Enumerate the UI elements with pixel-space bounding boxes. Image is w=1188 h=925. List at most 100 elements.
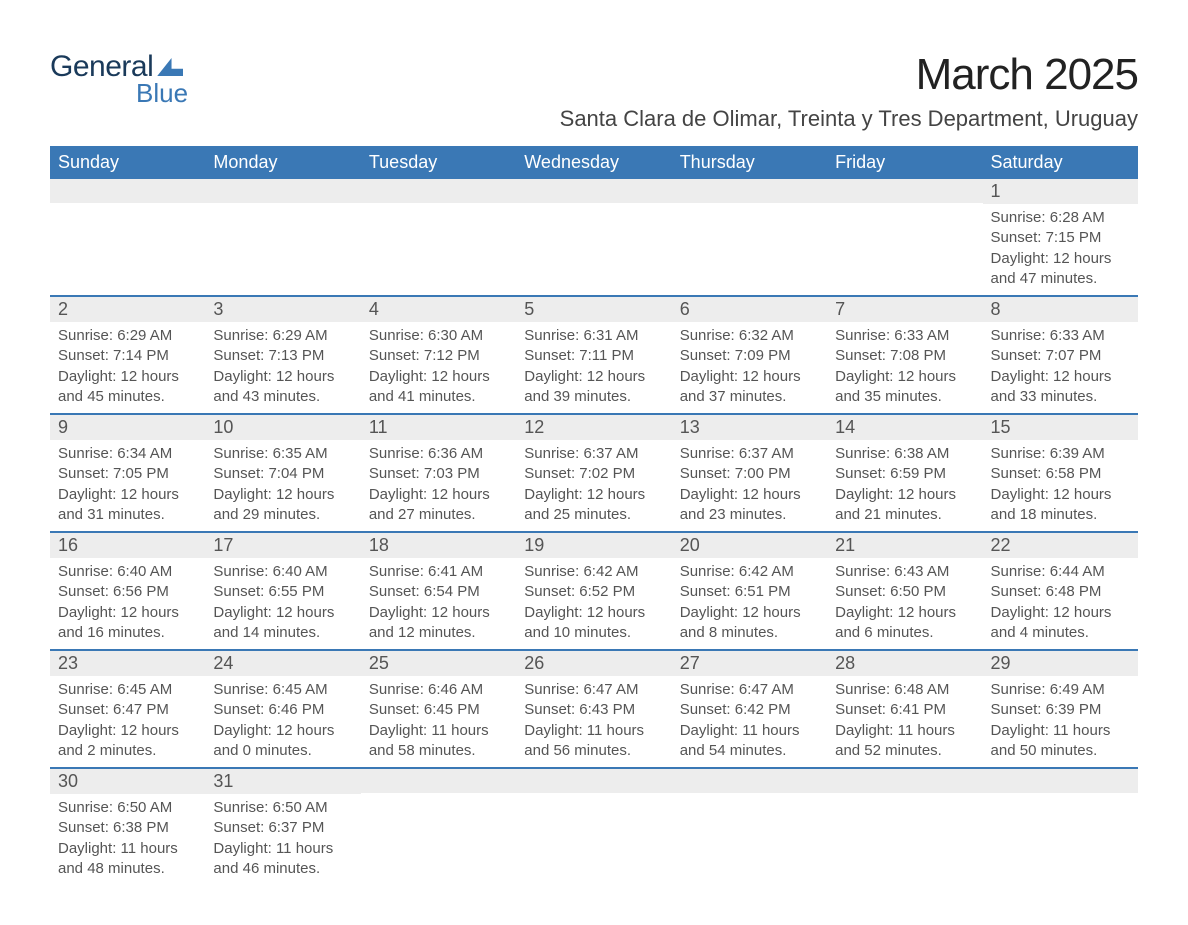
day-body: Sunrise: 6:40 AMSunset: 6:55 PMDaylight:…	[205, 558, 360, 649]
sunset-line: Sunset: 6:46 PM	[213, 700, 352, 720]
sunset-line: Sunset: 6:54 PM	[369, 582, 508, 602]
title-block: March 2025 Santa Clara de Olimar, Treint…	[560, 50, 1138, 132]
sunrise-line: Sunrise: 6:50 AM	[58, 798, 197, 818]
calendar-day-cell: 19Sunrise: 6:42 AMSunset: 6:52 PMDayligh…	[516, 532, 671, 650]
day-body	[361, 203, 516, 213]
day-number: 29	[983, 651, 1138, 676]
daylight-line: Daylight: 12 hours and 23 minutes.	[680, 485, 819, 526]
day-body: Sunrise: 6:42 AMSunset: 6:52 PMDaylight:…	[516, 558, 671, 649]
sunrise-line: Sunrise: 6:44 AM	[991, 562, 1130, 582]
daylight-line: Daylight: 12 hours and 6 minutes.	[835, 603, 974, 644]
calendar-day-cell: 31Sunrise: 6:50 AMSunset: 6:37 PMDayligh…	[205, 768, 360, 885]
sunrise-line: Sunrise: 6:46 AM	[369, 680, 508, 700]
sunset-line: Sunset: 6:43 PM	[524, 700, 663, 720]
logo-mark-icon	[157, 58, 183, 76]
day-number: 25	[361, 651, 516, 676]
sunrise-line: Sunrise: 6:38 AM	[835, 444, 974, 464]
calendar-day-cell: 16Sunrise: 6:40 AMSunset: 6:56 PMDayligh…	[50, 532, 205, 650]
day-body: Sunrise: 6:28 AMSunset: 7:15 PMDaylight:…	[983, 204, 1138, 295]
sunset-line: Sunset: 6:58 PM	[991, 464, 1130, 484]
day-body: Sunrise: 6:50 AMSunset: 6:37 PMDaylight:…	[205, 794, 360, 885]
calendar-day-cell	[983, 768, 1138, 885]
calendar-day-cell	[361, 768, 516, 885]
day-body: Sunrise: 6:40 AMSunset: 6:56 PMDaylight:…	[50, 558, 205, 649]
daylight-line: Daylight: 11 hours and 56 minutes.	[524, 721, 663, 762]
daylight-line: Daylight: 12 hours and 27 minutes.	[369, 485, 508, 526]
daylight-line: Daylight: 11 hours and 52 minutes.	[835, 721, 974, 762]
location-subtitle: Santa Clara de Olimar, Treinta y Tres De…	[560, 106, 1138, 132]
day-body	[361, 793, 516, 803]
day-body: Sunrise: 6:37 AMSunset: 7:02 PMDaylight:…	[516, 440, 671, 531]
day-number	[361, 769, 516, 793]
day-body	[50, 203, 205, 213]
calendar-day-cell: 13Sunrise: 6:37 AMSunset: 7:00 PMDayligh…	[672, 414, 827, 532]
calendar-day-cell: 11Sunrise: 6:36 AMSunset: 7:03 PMDayligh…	[361, 414, 516, 532]
day-number: 19	[516, 533, 671, 558]
sunset-line: Sunset: 6:37 PM	[213, 818, 352, 838]
day-body	[672, 203, 827, 213]
day-number: 2	[50, 297, 205, 322]
calendar-day-cell	[827, 768, 982, 885]
day-body: Sunrise: 6:29 AMSunset: 7:14 PMDaylight:…	[50, 322, 205, 413]
calendar-day-cell: 2Sunrise: 6:29 AMSunset: 7:14 PMDaylight…	[50, 296, 205, 414]
calendar-week-row: 9Sunrise: 6:34 AMSunset: 7:05 PMDaylight…	[50, 414, 1138, 532]
sunrise-line: Sunrise: 6:29 AM	[213, 326, 352, 346]
sunrise-line: Sunrise: 6:33 AM	[835, 326, 974, 346]
day-body	[205, 203, 360, 213]
daylight-line: Daylight: 12 hours and 29 minutes.	[213, 485, 352, 526]
day-number	[983, 769, 1138, 793]
day-body: Sunrise: 6:32 AMSunset: 7:09 PMDaylight:…	[672, 322, 827, 413]
daylight-line: Daylight: 12 hours and 45 minutes.	[58, 367, 197, 408]
page-header: General Blue March 2025 Santa Clara de O…	[50, 50, 1138, 132]
day-number: 24	[205, 651, 360, 676]
daylight-line: Daylight: 12 hours and 16 minutes.	[58, 603, 197, 644]
sunset-line: Sunset: 6:50 PM	[835, 582, 974, 602]
sunrise-line: Sunrise: 6:41 AM	[369, 562, 508, 582]
calendar-day-cell: 4Sunrise: 6:30 AMSunset: 7:12 PMDaylight…	[361, 296, 516, 414]
day-body: Sunrise: 6:41 AMSunset: 6:54 PMDaylight:…	[361, 558, 516, 649]
day-body: Sunrise: 6:34 AMSunset: 7:05 PMDaylight:…	[50, 440, 205, 531]
day-body	[827, 793, 982, 803]
day-number: 15	[983, 415, 1138, 440]
daylight-line: Daylight: 11 hours and 48 minutes.	[58, 839, 197, 880]
day-number: 3	[205, 297, 360, 322]
day-body: Sunrise: 6:36 AMSunset: 7:03 PMDaylight:…	[361, 440, 516, 531]
sunset-line: Sunset: 7:00 PM	[680, 464, 819, 484]
day-body: Sunrise: 6:44 AMSunset: 6:48 PMDaylight:…	[983, 558, 1138, 649]
sunrise-line: Sunrise: 6:29 AM	[58, 326, 197, 346]
daylight-line: Daylight: 12 hours and 33 minutes.	[991, 367, 1130, 408]
calendar-day-cell: 20Sunrise: 6:42 AMSunset: 6:51 PMDayligh…	[672, 532, 827, 650]
sunset-line: Sunset: 6:39 PM	[991, 700, 1130, 720]
day-number	[672, 769, 827, 793]
day-body: Sunrise: 6:49 AMSunset: 6:39 PMDaylight:…	[983, 676, 1138, 767]
calendar-day-cell: 26Sunrise: 6:47 AMSunset: 6:43 PMDayligh…	[516, 650, 671, 768]
day-body: Sunrise: 6:31 AMSunset: 7:11 PMDaylight:…	[516, 322, 671, 413]
sunrise-line: Sunrise: 6:33 AM	[991, 326, 1130, 346]
sunrise-line: Sunrise: 6:37 AM	[524, 444, 663, 464]
sunrise-line: Sunrise: 6:36 AM	[369, 444, 508, 464]
sunrise-line: Sunrise: 6:40 AM	[213, 562, 352, 582]
sunset-line: Sunset: 6:56 PM	[58, 582, 197, 602]
day-body: Sunrise: 6:45 AMSunset: 6:47 PMDaylight:…	[50, 676, 205, 767]
calendar-day-cell	[205, 179, 360, 296]
weekday-header: Monday	[205, 146, 360, 179]
calendar-week-row: 16Sunrise: 6:40 AMSunset: 6:56 PMDayligh…	[50, 532, 1138, 650]
daylight-line: Daylight: 11 hours and 50 minutes.	[991, 721, 1130, 762]
sunrise-line: Sunrise: 6:49 AM	[991, 680, 1130, 700]
sunrise-line: Sunrise: 6:28 AM	[991, 208, 1130, 228]
day-body	[672, 793, 827, 803]
day-number	[672, 179, 827, 203]
sunset-line: Sunset: 7:12 PM	[369, 346, 508, 366]
day-number: 7	[827, 297, 982, 322]
calendar-day-cell: 15Sunrise: 6:39 AMSunset: 6:58 PMDayligh…	[983, 414, 1138, 532]
sunrise-line: Sunrise: 6:50 AM	[213, 798, 352, 818]
sunset-line: Sunset: 7:04 PM	[213, 464, 352, 484]
daylight-line: Daylight: 12 hours and 25 minutes.	[524, 485, 663, 526]
day-number: 1	[983, 179, 1138, 204]
day-number: 4	[361, 297, 516, 322]
daylight-line: Daylight: 12 hours and 2 minutes.	[58, 721, 197, 762]
weekday-header: Sunday	[50, 146, 205, 179]
day-number	[361, 179, 516, 203]
day-body: Sunrise: 6:29 AMSunset: 7:13 PMDaylight:…	[205, 322, 360, 413]
weekday-header: Tuesday	[361, 146, 516, 179]
